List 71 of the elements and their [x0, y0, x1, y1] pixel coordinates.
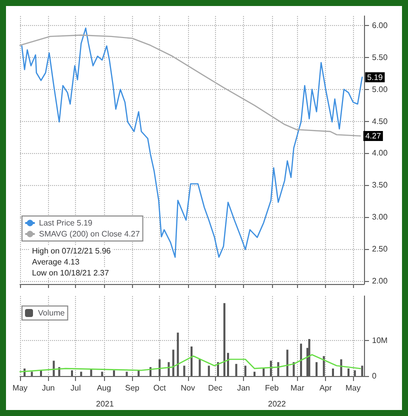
bar: [52, 360, 55, 376]
bar: [101, 372, 104, 376]
annotation: Low on 10/18/21 2.37: [32, 268, 110, 278]
text: 2021: [96, 400, 114, 408]
x-tick-label: May: [12, 384, 28, 392]
x-tick-label: Jul: [70, 384, 81, 392]
legend-label: Volume: [38, 308, 66, 318]
bar: [126, 372, 128, 376]
y-tick-label: 3.50: [372, 180, 388, 190]
y-tick-label: 2.50: [372, 244, 388, 254]
bar: [316, 362, 318, 376]
bar: [158, 359, 161, 376]
line-series: [19, 34, 361, 137]
x-tick-label: Jun: [42, 384, 55, 392]
x-tick-label: May: [345, 384, 361, 392]
y-tick-label: 4.50: [372, 116, 388, 126]
bar: [172, 350, 174, 376]
bar: [183, 366, 186, 376]
annotation: High on 07/12/21 5.96: [32, 246, 112, 256]
y-tick-label: 4.00: [372, 148, 388, 158]
bar: [354, 370, 356, 376]
bar: [223, 303, 226, 376]
bar: [235, 364, 238, 376]
x-tick-label: Dec: [208, 384, 222, 392]
y-tick-label: 6.00: [372, 21, 388, 30]
x-tick-label: Feb: [264, 384, 280, 392]
bar: [112, 370, 115, 376]
y-tick-label: 5.00: [372, 84, 388, 94]
y-tick-label: 10M: [372, 336, 388, 345]
x-tick-label: Nov: [180, 384, 196, 392]
line-series: [19, 354, 361, 372]
bar: [30, 372, 33, 376]
bar: [270, 360, 272, 376]
x-tick-label: Jan: [237, 384, 250, 392]
x-tick-label: Aug: [96, 384, 112, 392]
bar: [80, 372, 82, 376]
bar: [332, 368, 334, 376]
bar: [300, 344, 302, 376]
data-label: 5.19: [367, 72, 384, 82]
bar: [361, 366, 364, 376]
bar: [292, 362, 295, 376]
x-tick-label: Sep: [125, 384, 140, 392]
bar: [217, 362, 220, 376]
bar: [322, 356, 325, 376]
bar: [168, 362, 170, 376]
y-tick-label: 3.00: [372, 212, 388, 222]
y-tick-label: 5.50: [372, 52, 388, 62]
data-label: 4.27: [365, 131, 382, 140]
x-tick-label: Mar: [290, 384, 305, 392]
bar: [286, 350, 288, 376]
bar: [190, 346, 193, 376]
text: 2022: [268, 400, 286, 408]
bar: [262, 368, 265, 376]
y-tick-label: 2.00: [372, 276, 388, 286]
bar: [71, 370, 74, 376]
bar: [340, 359, 342, 376]
bar: [277, 362, 280, 376]
y-tick-label: 0: [372, 372, 377, 380]
legend-label: Last Price 5.19: [39, 218, 93, 228]
bar: [308, 339, 310, 376]
annotation: Average 4.13: [32, 258, 80, 266]
bar: [254, 372, 256, 376]
bar: [198, 359, 201, 376]
x-tick-label: Apr: [319, 384, 332, 392]
bar: [244, 366, 246, 376]
bar: [208, 366, 210, 376]
bar: [176, 332, 179, 376]
line-series: [21, 28, 363, 258]
legend-label: SMAVG (200) on Close 4.27: [39, 230, 140, 238]
x-tick-label: Oct: [153, 384, 167, 392]
bar: [347, 368, 350, 376]
